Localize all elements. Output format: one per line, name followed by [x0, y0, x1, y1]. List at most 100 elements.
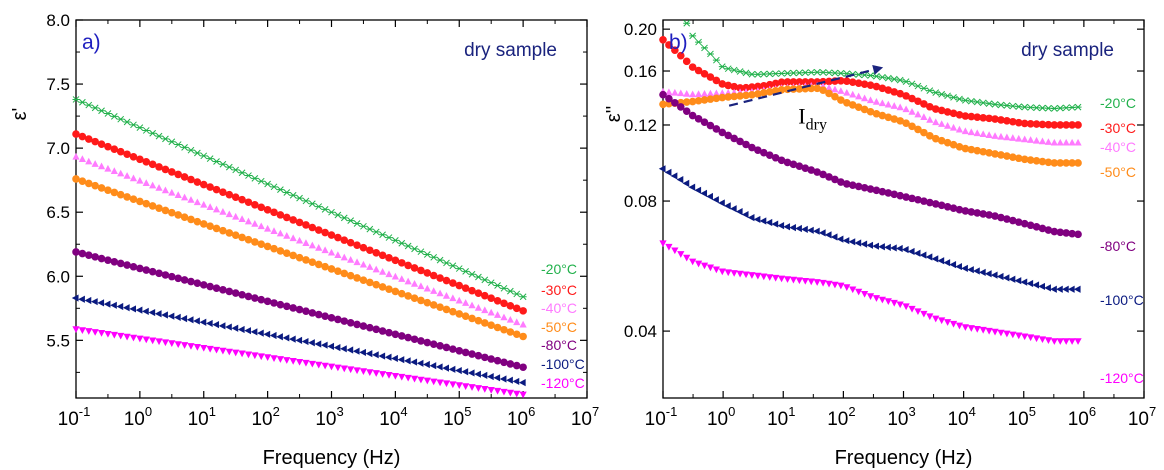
data-point: [973, 98, 981, 106]
data-point: [997, 151, 1005, 159]
data-point: [218, 322, 226, 330]
data-point: [174, 211, 182, 219]
data-point: [771, 153, 780, 162]
data-point: [340, 365, 348, 373]
data-point: [347, 256, 355, 263]
data-point: [206, 203, 214, 210]
data-point: [308, 339, 315, 347]
data-point: [913, 249, 921, 257]
data-point: [327, 248, 336, 256]
series--30: [659, 35, 1082, 129]
data-point: [315, 244, 323, 251]
annotation-text: dry sample: [464, 40, 557, 61]
data-point: [97, 254, 106, 263]
y-tick-label: 6.0: [46, 267, 70, 286]
data-point: [251, 175, 259, 182]
data-point: [878, 99, 886, 107]
data-point: [238, 350, 246, 358]
data-point: [979, 147, 987, 156]
data-point: [353, 241, 361, 249]
data-point: [920, 84, 928, 92]
data-point: [180, 342, 189, 349]
data-point: [1032, 136, 1041, 144]
data-point: [736, 92, 744, 100]
data-point: [129, 152, 138, 161]
data-point: [423, 338, 432, 347]
data-point: [920, 113, 928, 121]
data-point: [741, 210, 749, 219]
data-point: [926, 132, 934, 140]
data-point: [807, 278, 815, 286]
data-point: [372, 351, 379, 359]
data-point: [990, 271, 998, 279]
data-point: [116, 147, 125, 156]
data-point: [955, 205, 964, 214]
data-point: [161, 271, 170, 279]
data-point: [706, 89, 715, 97]
data-point: [84, 135, 93, 143]
data-point: [866, 241, 874, 249]
data-point: [659, 35, 667, 44]
data-point: [938, 90, 946, 98]
data-point: [1032, 156, 1041, 165]
data-point: [461, 284, 470, 292]
x-tick-label: 10-1: [645, 404, 678, 430]
data-point: [219, 347, 227, 355]
data-point: [694, 186, 702, 194]
data-point: [925, 253, 933, 261]
data-point: [269, 331, 277, 340]
data-point: [937, 201, 946, 210]
data-point: [748, 91, 756, 99]
data-point: [949, 140, 958, 149]
x-tick-label: 105: [1008, 404, 1036, 430]
data-point: [825, 69, 833, 77]
data-point: [700, 96, 709, 104]
data-point: [997, 213, 1005, 222]
data-point: [961, 324, 969, 331]
data-point: [961, 144, 970, 153]
data-point: [186, 316, 194, 324]
data-point: [295, 336, 303, 344]
data-point: [174, 313, 181, 321]
data-point: [359, 243, 368, 252]
data-point: [385, 285, 393, 294]
data-point: [231, 324, 239, 332]
data-point: [257, 295, 266, 304]
data-point: [78, 155, 86, 163]
data-point: [244, 292, 253, 301]
data-point: [926, 102, 934, 111]
data-point: [436, 342, 444, 350]
data-point: [902, 119, 910, 128]
data-point: [1009, 331, 1017, 339]
data-point: [1062, 338, 1070, 345]
data-point: [417, 296, 425, 305]
arrow-label-sub: dry: [806, 116, 827, 133]
data-point: [753, 215, 761, 224]
data-point: [391, 272, 399, 280]
data-point: [104, 164, 112, 172]
data-point: [430, 287, 438, 294]
data-point: [784, 69, 792, 77]
data-point: [468, 384, 476, 391]
data-point: [500, 299, 508, 308]
data-point: [872, 295, 881, 302]
data-point: [404, 333, 412, 342]
data-point: [795, 277, 803, 285]
data-point: [283, 189, 291, 196]
annotation-text: dry sample: [1021, 40, 1114, 61]
data-point: [736, 137, 744, 146]
data-point: [467, 369, 475, 377]
data-point: [283, 232, 291, 239]
data-point: [455, 310, 464, 318]
data-point: [289, 358, 297, 365]
data-point: [136, 155, 144, 164]
data-point: [700, 118, 709, 126]
data-point: [385, 372, 393, 379]
data-point: [288, 335, 296, 343]
x-tick-exponent: 7: [1149, 404, 1156, 419]
data-point: [777, 275, 786, 283]
data-point: [404, 277, 412, 285]
data-point: [979, 130, 987, 138]
data-point: [148, 267, 157, 276]
data-point: [997, 101, 1005, 109]
